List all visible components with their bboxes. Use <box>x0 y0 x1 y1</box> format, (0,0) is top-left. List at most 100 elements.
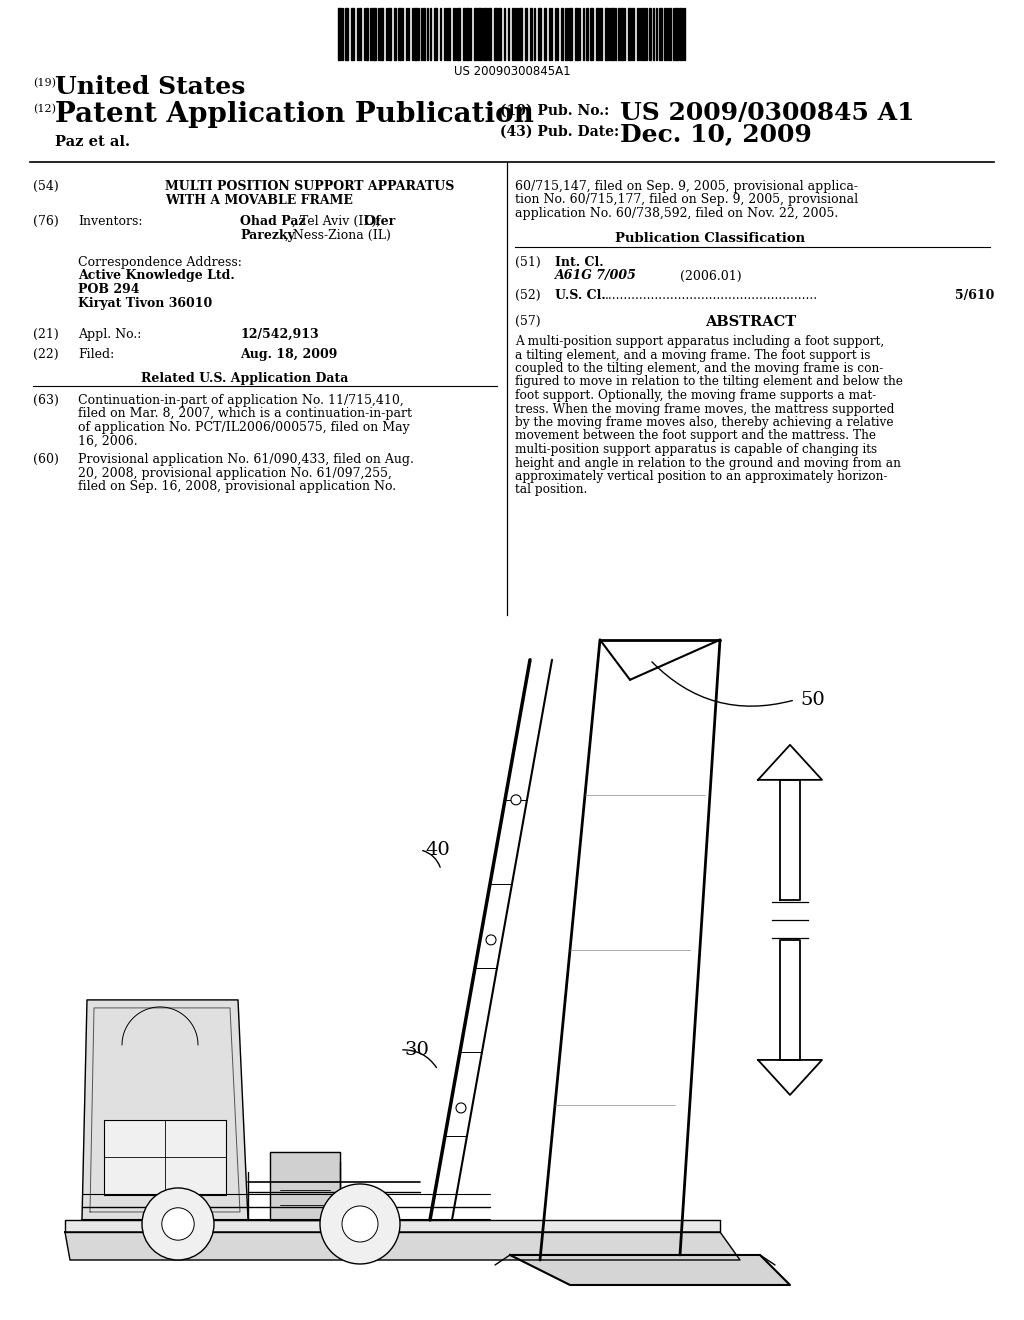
Text: Provisional application No. 61/090,433, filed on Aug.: Provisional application No. 61/090,433, … <box>78 453 414 466</box>
Bar <box>466 8 469 59</box>
Bar <box>423 8 425 59</box>
Text: 30: 30 <box>406 1041 430 1059</box>
Text: (54): (54) <box>33 180 58 193</box>
Text: A multi-position support apparatus including a foot support,: A multi-position support apparatus inclu… <box>515 335 885 348</box>
Text: 5/610: 5/610 <box>955 289 994 302</box>
Text: Related U.S. Application Data: Related U.S. Application Data <box>141 372 349 385</box>
Bar <box>463 8 465 59</box>
Bar <box>512 8 514 59</box>
Text: , Ness-Ziona (IL): , Ness-Ziona (IL) <box>285 228 391 242</box>
Bar <box>544 8 546 59</box>
Text: 60/715,147, filed on Sep. 9, 2005, provisional applica-: 60/715,147, filed on Sep. 9, 2005, provi… <box>515 180 858 193</box>
Text: Filed:: Filed: <box>78 348 115 360</box>
Text: Parezky: Parezky <box>240 228 295 242</box>
Text: 20, 2008, provisional application No. 61/097,255,: 20, 2008, provisional application No. 61… <box>78 466 392 479</box>
Circle shape <box>319 1184 400 1265</box>
Bar <box>649 8 651 59</box>
Polygon shape <box>104 1119 226 1195</box>
Text: Kiryat Tivon 36010: Kiryat Tivon 36010 <box>78 297 212 309</box>
Bar <box>474 8 477 59</box>
Bar <box>590 8 593 59</box>
Text: Patent Application Publication: Patent Application Publication <box>55 102 534 128</box>
Text: (22): (22) <box>33 348 58 360</box>
Bar <box>569 8 572 59</box>
Bar <box>664 8 666 59</box>
Circle shape <box>142 1188 214 1261</box>
Text: Inventors:: Inventors: <box>78 215 142 228</box>
Bar <box>561 8 563 59</box>
Text: tion No. 60/715,177, filed on Sep. 9, 2005, provisional: tion No. 60/715,177, filed on Sep. 9, 20… <box>515 194 858 206</box>
Text: (21): (21) <box>33 327 58 341</box>
Text: (52): (52) <box>515 289 541 302</box>
Polygon shape <box>65 1232 740 1261</box>
Text: (10) Pub. No.:: (10) Pub. No.: <box>500 104 609 117</box>
Circle shape <box>162 1208 195 1241</box>
Bar <box>488 8 490 59</box>
Text: A61G 7/005: A61G 7/005 <box>555 269 637 282</box>
Text: (57): (57) <box>515 315 541 327</box>
Text: Appl. No.:: Appl. No.: <box>78 327 141 341</box>
Bar <box>659 8 662 59</box>
Text: (63): (63) <box>33 393 58 407</box>
Text: Paz et al.: Paz et al. <box>55 135 130 149</box>
Bar <box>478 8 481 59</box>
Text: filed on Sep. 16, 2008, provisional application No.: filed on Sep. 16, 2008, provisional appl… <box>78 480 396 492</box>
Text: .......................................................: ........................................… <box>605 289 818 302</box>
Bar <box>457 8 460 59</box>
Bar <box>632 8 634 59</box>
Text: Aug. 18, 2009: Aug. 18, 2009 <box>240 348 337 360</box>
Text: Dec. 10, 2009: Dec. 10, 2009 <box>620 121 812 147</box>
Text: 12/542,913: 12/542,913 <box>240 327 318 341</box>
Text: coupled to the tilting element, and the moving frame is con-: coupled to the tilting element, and the … <box>515 362 884 375</box>
Text: Correspondence Address:: Correspondence Address: <box>78 256 242 269</box>
Bar <box>370 8 372 59</box>
Text: tal position.: tal position. <box>515 483 588 496</box>
Bar <box>530 8 532 59</box>
Circle shape <box>486 935 496 945</box>
Polygon shape <box>510 1255 790 1284</box>
Text: Ohad Paz: Ohad Paz <box>240 215 305 228</box>
Text: (43) Pub. Date:: (43) Pub. Date: <box>500 125 620 139</box>
Bar <box>351 8 354 59</box>
Text: multi-position support apparatus is capable of changing its: multi-position support apparatus is capa… <box>515 444 878 455</box>
Bar <box>338 8 341 59</box>
Text: MULTI POSITION SUPPORT APPARATUS: MULTI POSITION SUPPORT APPARATUS <box>165 180 455 193</box>
Text: (19): (19) <box>33 78 56 88</box>
Text: (76): (76) <box>33 215 58 228</box>
Text: approximately vertical position to an approximately horizon-: approximately vertical position to an ap… <box>515 470 888 483</box>
Circle shape <box>511 795 521 805</box>
Bar <box>575 8 578 59</box>
Text: Active Knowledge Ltd.: Active Knowledge Ltd. <box>78 269 234 282</box>
Text: height and angle in relation to the ground and moving from an: height and angle in relation to the grou… <box>515 457 901 470</box>
Bar <box>675 8 678 59</box>
Bar <box>586 8 588 59</box>
Text: (12): (12) <box>33 104 56 115</box>
Text: , Tel Aviv (IL);: , Tel Aviv (IL); <box>292 215 381 228</box>
Polygon shape <box>270 1152 340 1220</box>
Text: a tilting element, and a moving frame. The foot support is: a tilting element, and a moving frame. T… <box>515 348 870 362</box>
Bar <box>388 8 391 59</box>
Text: US 2009/0300845 A1: US 2009/0300845 A1 <box>620 102 914 125</box>
Bar <box>621 8 623 59</box>
Polygon shape <box>780 940 800 1060</box>
Bar <box>498 8 501 59</box>
Bar <box>643 8 645 59</box>
Text: of application No. PCT/IL2006/000575, filed on May: of application No. PCT/IL2006/000575, fi… <box>78 421 410 434</box>
Bar <box>484 8 487 59</box>
Text: (2006.01): (2006.01) <box>680 269 741 282</box>
Text: Ofer: Ofer <box>360 215 395 228</box>
Bar <box>519 8 522 59</box>
Bar <box>366 8 368 59</box>
Text: (60): (60) <box>33 453 58 466</box>
Text: figured to move in relation to the tilting element and below the: figured to move in relation to the tilti… <box>515 375 903 388</box>
Polygon shape <box>82 1001 248 1220</box>
Bar <box>596 8 599 59</box>
Polygon shape <box>780 780 800 900</box>
Bar <box>434 8 437 59</box>
Bar <box>628 8 631 59</box>
Text: movement between the foot support and the mattress. The: movement between the foot support and th… <box>515 429 876 442</box>
Text: foot support. Optionally, the moving frame supports a mat-: foot support. Optionally, the moving fra… <box>515 389 877 403</box>
Bar <box>373 8 376 59</box>
Bar <box>398 8 401 59</box>
Text: U.S. Cl.: U.S. Cl. <box>555 289 606 302</box>
